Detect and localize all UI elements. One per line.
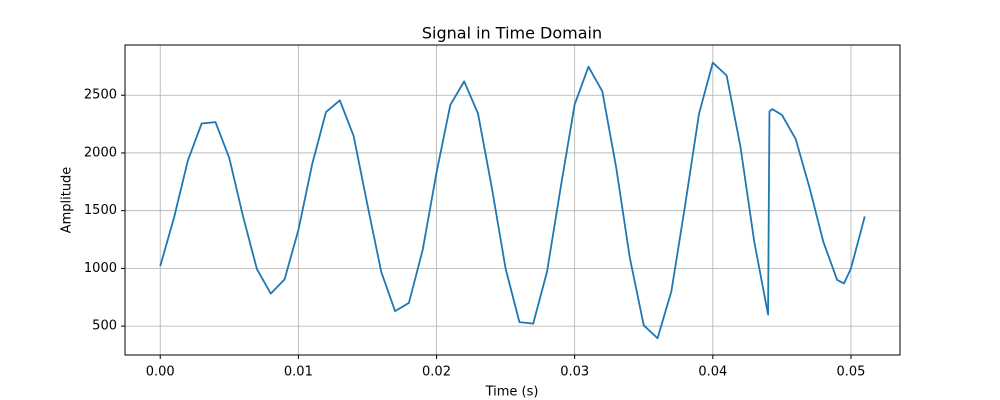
y-tick-label: 2000 — [84, 145, 117, 160]
plot-frame — [124, 44, 901, 356]
x-tick-label: 0.00 — [146, 365, 175, 380]
signal-line — [159, 61, 866, 340]
y-tick-label: 500 — [92, 319, 117, 334]
x-tick-label: 0.05 — [836, 365, 865, 380]
y-tick-label: 1000 — [84, 261, 117, 276]
y-tick-label: 2500 — [84, 88, 117, 103]
x-tick-label: 0.02 — [422, 365, 451, 380]
x-tick-label: 0.03 — [560, 365, 589, 380]
y-axis-label: Amplitude — [60, 167, 75, 234]
y-tick-label: 1500 — [84, 203, 117, 218]
x-axis-label: Time (s) — [485, 385, 539, 400]
x-tick-label: 0.01 — [284, 365, 313, 380]
x-tick-label: 0.04 — [698, 365, 727, 380]
chart-title: Signal in Time Domain — [422, 24, 602, 43]
